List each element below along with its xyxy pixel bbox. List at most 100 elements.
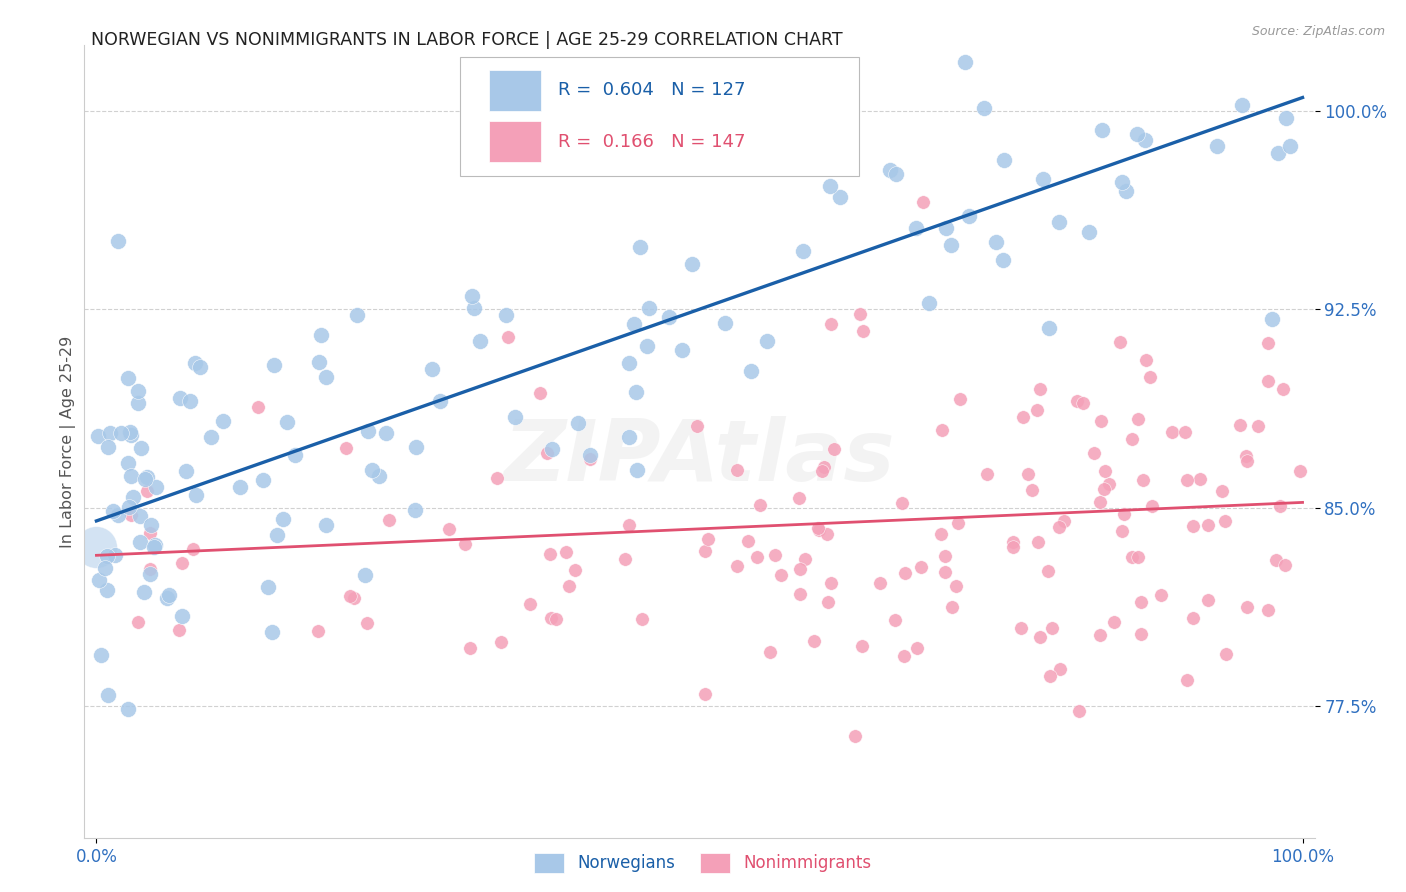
Point (815, 526, 838, 541)
Point (558, 579, 581, 593)
Point (1066, 394, 1088, 409)
Point (1135, 353, 1157, 368)
Point (789, 587, 811, 601)
Point (97, 440, 120, 454)
Point (127, 396, 149, 410)
Point (1229, 417, 1251, 432)
Point (1109, 335, 1132, 350)
Point (1197, 517, 1219, 532)
Point (368, 469, 391, 483)
Point (263, 358, 285, 372)
Point (540, 611, 562, 625)
Point (1232, 98, 1254, 112)
Point (1049, 662, 1071, 676)
Point (356, 616, 378, 631)
Point (1049, 520, 1071, 534)
Point (404, 503, 426, 517)
Point (1094, 464, 1116, 478)
Point (136, 483, 159, 498)
Point (1182, 519, 1205, 533)
Point (186, 488, 208, 502)
Point (636, 338, 658, 352)
Point (1150, 588, 1173, 602)
Point (519, 597, 541, 611)
Point (849, 307, 872, 321)
Point (884, 613, 907, 627)
Point (1135, 133, 1157, 147)
Point (1032, 172, 1054, 186)
Point (658, 310, 681, 325)
Point (118, 425, 141, 439)
Point (1274, 112, 1296, 126)
Legend: Norwegians, Nonimmigrants: Norwegians, Nonimmigrants (527, 847, 879, 880)
Point (1114, 507, 1136, 521)
Point (1175, 473, 1198, 487)
Point (118, 500, 141, 515)
Point (1102, 615, 1125, 629)
Point (817, 595, 839, 609)
Point (141, 517, 163, 532)
Point (454, 537, 477, 551)
Point (174, 464, 197, 478)
Point (879, 163, 901, 178)
Point (1247, 418, 1270, 433)
Point (179, 394, 201, 409)
Point (257, 580, 280, 594)
Point (1029, 383, 1052, 397)
Point (884, 167, 907, 181)
Point (1265, 553, 1288, 567)
Point (307, 624, 329, 639)
Point (1132, 473, 1154, 487)
Point (1161, 425, 1184, 439)
Point (953, 55, 976, 70)
Point (538, 548, 561, 562)
Point (1010, 621, 1032, 635)
Point (142, 540, 165, 554)
Point (1017, 467, 1039, 481)
Point (129, 508, 152, 523)
Point (1012, 410, 1035, 425)
Point (360, 463, 382, 477)
Point (890, 496, 912, 510)
Point (893, 648, 915, 663)
Point (693, 544, 716, 558)
Point (976, 467, 998, 481)
Point (1098, 477, 1121, 491)
Point (671, 343, 693, 357)
Point (139, 562, 162, 576)
Point (1267, 146, 1289, 161)
Point (792, 244, 814, 259)
Point (104, 548, 127, 562)
Point (135, 470, 157, 484)
Point (1090, 495, 1112, 509)
Point (1206, 139, 1229, 153)
Point (1047, 215, 1070, 229)
Point (638, 301, 661, 316)
Point (686, 419, 709, 434)
Point (212, 414, 235, 428)
Point (276, 415, 298, 429)
Point (1189, 472, 1212, 486)
Point (309, 328, 332, 343)
Point (1026, 534, 1049, 549)
Point (101, 504, 124, 518)
Point (271, 511, 294, 525)
Point (1121, 432, 1143, 446)
Point (905, 221, 928, 235)
Text: R =  0.604   N = 127: R = 0.604 N = 127 (558, 81, 745, 99)
Point (935, 221, 957, 235)
Point (1111, 175, 1133, 189)
Point (90, 648, 112, 662)
Point (749, 498, 772, 512)
Point (1236, 600, 1258, 615)
Point (1215, 647, 1237, 661)
Point (946, 516, 969, 530)
Point (120, 428, 142, 442)
Point (1039, 669, 1062, 683)
Point (934, 565, 956, 579)
Point (803, 634, 825, 648)
Point (789, 561, 811, 575)
Point (912, 194, 935, 209)
Point (139, 525, 162, 540)
Point (957, 209, 980, 223)
